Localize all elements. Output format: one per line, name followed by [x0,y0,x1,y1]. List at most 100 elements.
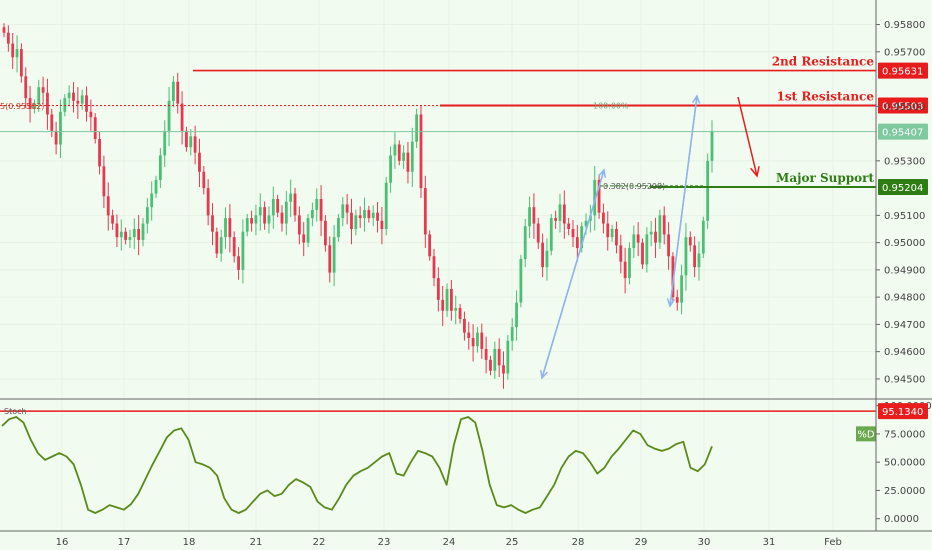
candle-body [667,234,670,257]
candle-body [85,95,88,112]
candle-body [124,231,128,240]
candle-body [98,139,101,167]
fib-382-label: 0.382(0.95208) [603,182,665,191]
candle-body [228,218,232,238]
candle-body [710,130,714,161]
x-tick-label: 21 [250,537,263,548]
stoch-legend-tag [856,426,876,442]
candle-body [402,152,406,161]
candle-body [423,188,427,235]
candle-body [289,193,293,202]
candle-body [701,220,705,254]
candle-body [584,220,588,227]
left-fib-label: 5(0.95502) [0,102,44,111]
candle-body [497,348,501,366]
candlestick-series [2,23,714,389]
candle-body [119,231,123,238]
candle-body [76,100,80,104]
candle-body [224,218,227,238]
candle-body [493,348,497,371]
blue-arrow-down-1 [541,169,605,379]
candle-body [602,212,605,224]
x-tick-label: 28 [572,537,585,548]
candle-body [102,166,106,197]
candle-body [54,130,58,145]
candle-body [189,136,193,148]
candle-body [302,234,306,243]
candle-body [571,228,575,238]
candle-body [549,218,553,251]
stoch-level-tag [878,403,928,420]
candle-body [506,340,510,374]
candle-body [675,297,679,303]
candle-body [145,207,149,224]
candle-body [141,223,145,240]
candle-body [662,215,666,235]
candle-body [615,228,618,246]
candle-body [324,220,327,246]
candle-body [180,103,184,131]
candle-body [337,218,340,238]
candle-body [89,111,93,118]
candle-body [515,302,518,328]
level-label: Major Support [776,171,874,185]
y-tick-label: 0.94500 [884,374,925,385]
blue-arrow-down-2 [669,95,698,307]
stoch-d-line [1,416,713,514]
candle-body [219,237,223,254]
candle-body [206,188,210,216]
candle-body [536,223,540,243]
candle-body [480,332,484,349]
candle-body [132,228,136,238]
fib-100-label: 100.00% [593,101,629,110]
candle-body [610,228,614,238]
candle-body [632,234,636,249]
candle-body [641,242,644,265]
x-tick-label: 17 [118,537,131,548]
x-tick-label: 16 [56,537,69,548]
candle-body [46,92,49,115]
stoch-y-tick-label: 50.0000 [884,458,925,469]
candle-body [310,209,314,219]
candle-body [645,234,649,265]
candle-body [11,43,15,58]
level-label: 1st Resistance [777,89,875,103]
x-tick-label: 24 [443,537,456,548]
y-tick-label: 0.94800 [884,293,925,304]
stoch-legend-text: %D [857,429,875,440]
candle-body [154,179,158,194]
x-tick-label: Feb [824,537,842,548]
candle-body [697,253,701,268]
candle-body [432,256,436,279]
candle-body [454,308,458,311]
candle-body [476,332,479,347]
candle-body [198,152,201,172]
y-tick-label: 0.95000 [884,238,925,249]
candle-body [558,204,562,221]
candle-body [80,95,84,104]
candle-body [428,234,432,257]
candle-body [37,87,41,104]
candle-body [389,155,392,183]
candle-body [449,288,453,311]
candle-body [306,218,310,243]
candle-body [380,220,384,229]
candle-body [163,130,167,156]
candle-body [202,171,206,189]
candle-body [115,223,119,238]
y-tick-label: 0.95800 [884,20,925,31]
candle-body [41,87,45,93]
candle-body [654,231,657,243]
candle-body [315,199,319,210]
y-tick-label: 0.95300 [884,156,925,167]
candle-body [358,215,362,219]
price-tag-text: 0.95631 [882,67,923,78]
candle-body [293,193,297,216]
y-tick-label: 0.95100 [884,211,925,222]
y-tick-label: 0.95500 [884,102,925,113]
candle-body [671,256,675,298]
candle-body [245,218,249,232]
annotations: 100.00% 0.382(0.95208) 5(0.95502) [0,94,760,380]
